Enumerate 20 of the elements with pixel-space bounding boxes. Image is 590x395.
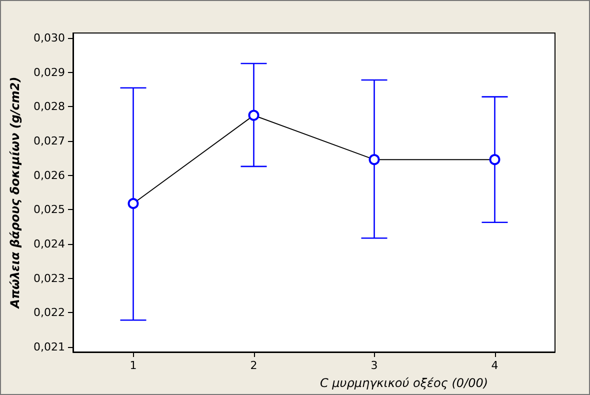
y-tick-label: 0,027: [34, 134, 65, 148]
point: [128, 198, 139, 209]
x-axis-title: C μυρμηγκικού οξέος (0/00): [320, 376, 488, 390]
x-tick-label: 1: [130, 359, 137, 372]
point: [489, 154, 500, 166]
y-tick-label: 0,030: [34, 32, 65, 45]
x-tick-label: 2: [250, 359, 258, 372]
point: [248, 110, 260, 121]
y-axis-title: Απώλεια βάρους δοκιμίων (g/cm2): [8, 76, 22, 310]
y-tick-label: 0,022: [34, 306, 65, 320]
x-tick-label: 4: [491, 359, 498, 372]
y-tick-label: 0,021: [34, 340, 65, 354]
y-tick-label: 0,024: [34, 237, 65, 250]
y-tick-label: 0,025: [34, 203, 65, 216]
y-tick-label: 0,023: [34, 272, 65, 285]
y-tick-label: 0,028: [34, 100, 65, 114]
x-tick-label: 3: [370, 359, 378, 372]
y-tick-label: 0,026: [34, 168, 65, 182]
point: [368, 154, 380, 166]
y-tick-label: 0,029: [34, 66, 65, 79]
